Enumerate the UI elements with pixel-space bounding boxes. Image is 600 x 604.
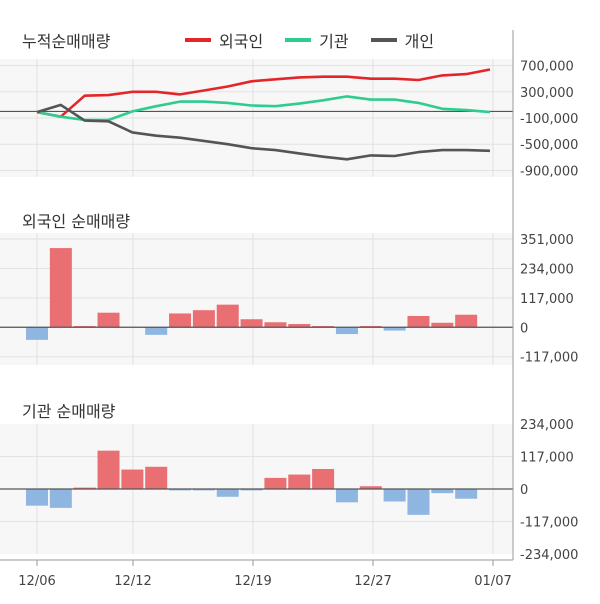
bar-foreign-9 <box>240 319 263 328</box>
legend-label-individual: 개인 <box>404 32 435 51</box>
panel-0-y-tick-label: -900,000 <box>520 164 578 179</box>
legend: 외국인 기관 개인 <box>185 28 434 52</box>
panel-2-y-tick-label: -234,000 <box>520 548 578 563</box>
panel-2-y-tick-label: 0 <box>520 483 528 498</box>
bar-institution-15 <box>383 489 406 502</box>
bar-institution-17 <box>431 489 454 494</box>
x-tick-label: 12/12 <box>114 574 151 589</box>
panel-0-y-tick-label: -100,000 <box>520 112 578 127</box>
bar-foreign-3 <box>97 312 120 328</box>
x-tick-label: 12/27 <box>354 574 391 589</box>
bar-foreign-15 <box>383 327 406 331</box>
series-line-institution <box>36 95 491 122</box>
bar-foreign-7 <box>192 310 215 328</box>
bar-foreign-16 <box>407 315 430 328</box>
legend-item-individual: 개인 <box>370 28 435 52</box>
bar-foreign-12 <box>312 326 335 328</box>
bar-institution-1 <box>49 489 72 508</box>
legend-swatch-institution <box>285 38 312 42</box>
legend-swatch-foreign <box>185 38 211 42</box>
bar-foreign-2 <box>73 326 96 328</box>
bar-institution-4 <box>121 469 144 489</box>
bar-foreign-1 <box>49 248 72 328</box>
bar-foreign-10 <box>264 322 287 328</box>
panel-1-y-tick-label: 0 <box>520 321 528 336</box>
legend-label-institution: 기관 <box>319 32 349 51</box>
series-line-foreign <box>36 68 491 118</box>
bar-institution-14 <box>359 486 382 489</box>
bar-foreign-8 <box>216 304 239 328</box>
bar-institution-3 <box>97 450 120 489</box>
cumulative-chart-title: 누적순매매량 <box>22 32 111 51</box>
bar-institution-2 <box>73 487 96 489</box>
panel-1-y-tick-label: 117,000 <box>520 292 574 307</box>
legend-item-institution: 기관 <box>285 28 349 52</box>
panel-2-y-tick-label: 234,000 <box>520 418 574 433</box>
bar-institution-16 <box>407 489 430 515</box>
panel-1-y-tick-label: 234,000 <box>520 262 574 277</box>
bar-institution-7 <box>192 489 215 491</box>
panel-2-y-tick-label: -117,000 <box>520 516 578 531</box>
bar-institution-5 <box>145 466 168 489</box>
panel-1-y-tick-label: 351,000 <box>520 233 574 248</box>
bar-institution-11 <box>288 474 311 489</box>
bar-foreign-18 <box>455 314 478 328</box>
bar-institution-9 <box>240 489 263 491</box>
panel-0-y-tick-label: 700,000 <box>520 60 574 75</box>
legend-label-foreign: 외국인 <box>219 32 264 51</box>
bar-institution-18 <box>455 489 478 499</box>
bar-institution-6 <box>169 489 192 491</box>
x-tick-label: 12/06 <box>18 574 55 589</box>
x-tick-label: 01/07 <box>474 574 511 589</box>
bar-institution-12 <box>312 469 335 489</box>
bar-foreign-5 <box>145 327 168 335</box>
legend-swatch-individual <box>370 38 397 42</box>
bar-foreign-14 <box>359 326 382 328</box>
legend-item-foreign: 외국인 <box>185 28 263 52</box>
panel-1-y-tick-label: -117,000 <box>520 351 578 366</box>
panel-0-y-tick-label: 300,000 <box>520 86 574 101</box>
bar-institution-8 <box>216 489 239 497</box>
bar-institution-13 <box>335 489 358 503</box>
bar-foreign-17 <box>431 322 454 328</box>
bar-institution-0 <box>26 489 48 506</box>
panel-1-background <box>0 233 513 365</box>
panel-2-y-tick-label: 117,000 <box>520 451 574 466</box>
bar-foreign-6 <box>169 313 192 328</box>
foreign-chart-title: 외국인 순매매량 <box>22 212 131 231</box>
panel-0-y-tick-label: -500,000 <box>520 138 578 153</box>
bar-foreign-11 <box>288 324 311 328</box>
bar-foreign-0 <box>26 327 48 340</box>
series-line-individual <box>36 103 491 161</box>
institution-chart-title: 기관 순매매량 <box>22 402 116 421</box>
bar-institution-10 <box>264 477 287 489</box>
x-tick-label: 12/19 <box>234 574 271 589</box>
bar-foreign-13 <box>335 327 358 335</box>
